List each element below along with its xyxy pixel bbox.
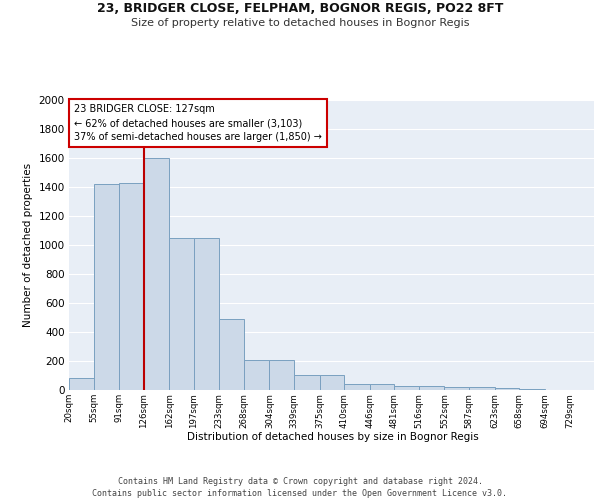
Bar	[220, 319, 244, 390]
Text: Size of property relative to detached houses in Bognor Regis: Size of property relative to detached ho…	[131, 18, 469, 28]
Text: Distribution of detached houses by size in Bognor Regis: Distribution of detached houses by size …	[187, 432, 479, 442]
Bar	[370, 384, 394, 390]
Bar	[419, 386, 445, 390]
Bar	[144, 158, 169, 390]
Bar	[244, 360, 269, 390]
Bar	[469, 387, 494, 390]
Bar	[94, 184, 119, 390]
Bar	[294, 375, 320, 390]
Bar	[320, 375, 344, 390]
Bar	[344, 384, 370, 390]
Text: Contains HM Land Registry data © Crown copyright and database right 2024.
Contai: Contains HM Land Registry data © Crown c…	[92, 476, 508, 498]
Text: 23, BRIDGER CLOSE, FELPHAM, BOGNOR REGIS, PO22 8FT: 23, BRIDGER CLOSE, FELPHAM, BOGNOR REGIS…	[97, 2, 503, 16]
Bar	[269, 360, 294, 390]
Bar	[494, 388, 519, 390]
Text: 23 BRIDGER CLOSE: 127sqm
← 62% of detached houses are smaller (3,103)
37% of sem: 23 BRIDGER CLOSE: 127sqm ← 62% of detach…	[74, 104, 322, 142]
Bar	[119, 182, 144, 390]
Bar	[445, 387, 469, 390]
Bar	[169, 238, 194, 390]
Bar	[394, 386, 419, 390]
Bar	[69, 378, 94, 390]
Y-axis label: Number of detached properties: Number of detached properties	[23, 163, 33, 327]
Bar	[194, 238, 220, 390]
